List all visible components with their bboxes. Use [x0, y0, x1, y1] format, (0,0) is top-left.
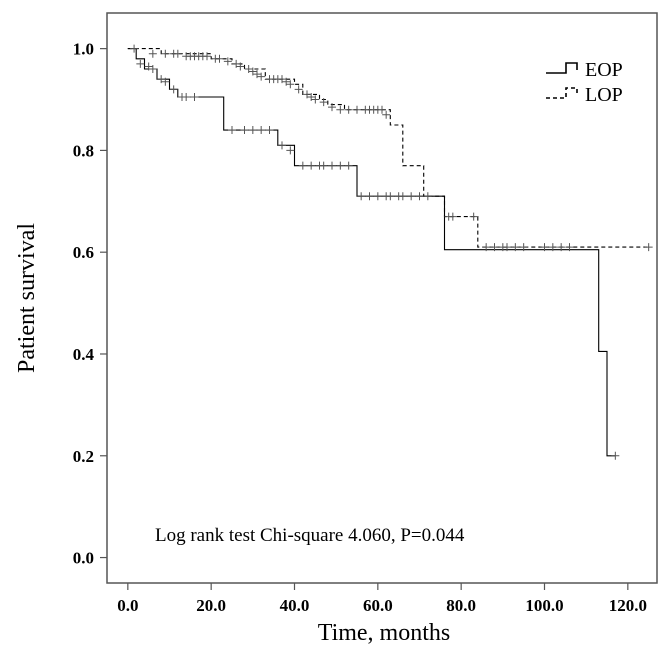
censor-mark-lop [378, 105, 386, 114]
censor-mark-eop [407, 192, 416, 201]
censor-mark-eop [336, 161, 345, 170]
censor-mark-eop [357, 192, 366, 201]
x-axis-title: Time, months [318, 620, 450, 646]
censor-mark-lop [223, 57, 232, 66]
censor-mark-eop [161, 77, 170, 86]
x-tick-label: 40.0 [280, 596, 310, 615]
censor-mark-lop [344, 105, 353, 114]
censor-mark-eop [328, 161, 336, 170]
legend-eop-symbol [546, 62, 578, 74]
censor-mark-eop [265, 126, 274, 135]
x-tick-label: 20.0 [196, 596, 226, 615]
censor-mark-eop [144, 62, 153, 71]
censor-mark-lop [540, 243, 549, 252]
censor-mark-lop [278, 75, 286, 84]
censor-mark-eop [228, 126, 236, 135]
censor-mark-lop [203, 52, 211, 61]
censor-mark-eop [169, 85, 178, 94]
censor-mark-eop [286, 146, 295, 155]
legend-lop-label: LOP [585, 84, 623, 106]
censor-mark-lop [311, 95, 320, 104]
censor-mark-lop [253, 70, 261, 79]
censor-mark-eop [136, 59, 145, 68]
legend: EOP LOP [546, 59, 623, 106]
censor-mark-eop [365, 192, 374, 201]
censor-mark-eop [190, 92, 199, 101]
series-line-lop [127, 48, 649, 248]
legend-lop-symbol [546, 87, 578, 99]
censor-mark-eop [398, 192, 407, 201]
censor-mark-lop [490, 243, 499, 252]
x-tick-label: 80.0 [446, 596, 476, 615]
censor-mark-lop [503, 243, 511, 252]
censor-mark-eop [307, 161, 316, 170]
x-tick-label: 0.0 [117, 596, 138, 615]
y-tick-label: 0.4 [73, 345, 95, 364]
censor-mark-eop [182, 92, 191, 101]
y-tick-label: 0.0 [73, 549, 94, 568]
y-tick-label: 1.0 [73, 40, 94, 59]
x-tick-label: 100.0 [525, 596, 563, 615]
censor-mark-lop [336, 105, 345, 114]
censor-mark-lop [565, 243, 574, 252]
censor-mark-eop [319, 161, 328, 170]
x-tick-label: 60.0 [363, 596, 393, 615]
censor-mark-eop [157, 75, 166, 84]
censor-mark-lop [173, 49, 182, 58]
censor-mark-lop [448, 212, 457, 221]
censor-mark-lop [353, 105, 361, 114]
censor-mark-eop [344, 161, 353, 170]
legend-eop-label: EOP [585, 59, 623, 81]
censor-mark-lop [482, 243, 491, 252]
censor-mark-eop [257, 126, 266, 135]
censor-mark-eop [611, 451, 620, 460]
censor-mark-eop [298, 161, 307, 170]
censor-mark-lop [248, 67, 257, 76]
censor-mark-lop [244, 64, 253, 73]
censor-mark-lop [382, 110, 391, 119]
y-tick-label: 0.6 [73, 243, 94, 262]
censor-mark-lop [232, 59, 241, 68]
censor-mark-eop [130, 44, 139, 53]
censor-mark-lop [294, 85, 303, 94]
censor-mark-lop [215, 54, 224, 63]
censor-mark-eop [148, 64, 157, 73]
y-axis: 0.0 0.2 0.4 0.6 0.8 1.0 [73, 40, 107, 568]
censor-mark-lop [286, 80, 295, 89]
censor-mark-lop [548, 243, 557, 252]
censor-marks [130, 44, 653, 460]
x-tick-label: 120.0 [609, 596, 647, 615]
censor-mark-lop [282, 77, 291, 86]
censor-mark-lop [236, 62, 245, 71]
censor-mark-eop [373, 192, 382, 201]
y-tick-label: 0.8 [73, 141, 94, 160]
y-axis-title: Patient survival [14, 223, 40, 373]
censor-mark-lop [319, 98, 328, 107]
censor-mark-eop [278, 141, 286, 150]
censor-mark-lop [511, 243, 520, 252]
plot-frame [106, 12, 658, 584]
censor-mark-eop [386, 192, 395, 201]
censor-mark-lop [303, 90, 311, 99]
censor-mark-eop [248, 126, 257, 135]
censor-mark-eop [423, 192, 432, 201]
censor-mark-lop [328, 103, 336, 112]
censor-mark-lop [148, 49, 157, 58]
censor-mark-eop [415, 192, 424, 201]
annotation-text: Log rank test Chi-square 4.060, P=0.044 [155, 525, 465, 546]
censor-mark-lop [257, 72, 266, 81]
censor-mark-lop [519, 243, 528, 252]
censor-mark-lop [469, 212, 478, 221]
censor-mark-lop [307, 92, 316, 101]
censor-mark-lop [557, 243, 566, 252]
x-axis: 0.0 20.0 40.0 60.0 80.0 100.0 120.0 [117, 583, 647, 615]
censor-mark-lop [161, 49, 170, 58]
censor-mark-lop [644, 243, 653, 252]
y-tick-label: 0.2 [73, 447, 94, 466]
censor-mark-eop [240, 126, 249, 135]
